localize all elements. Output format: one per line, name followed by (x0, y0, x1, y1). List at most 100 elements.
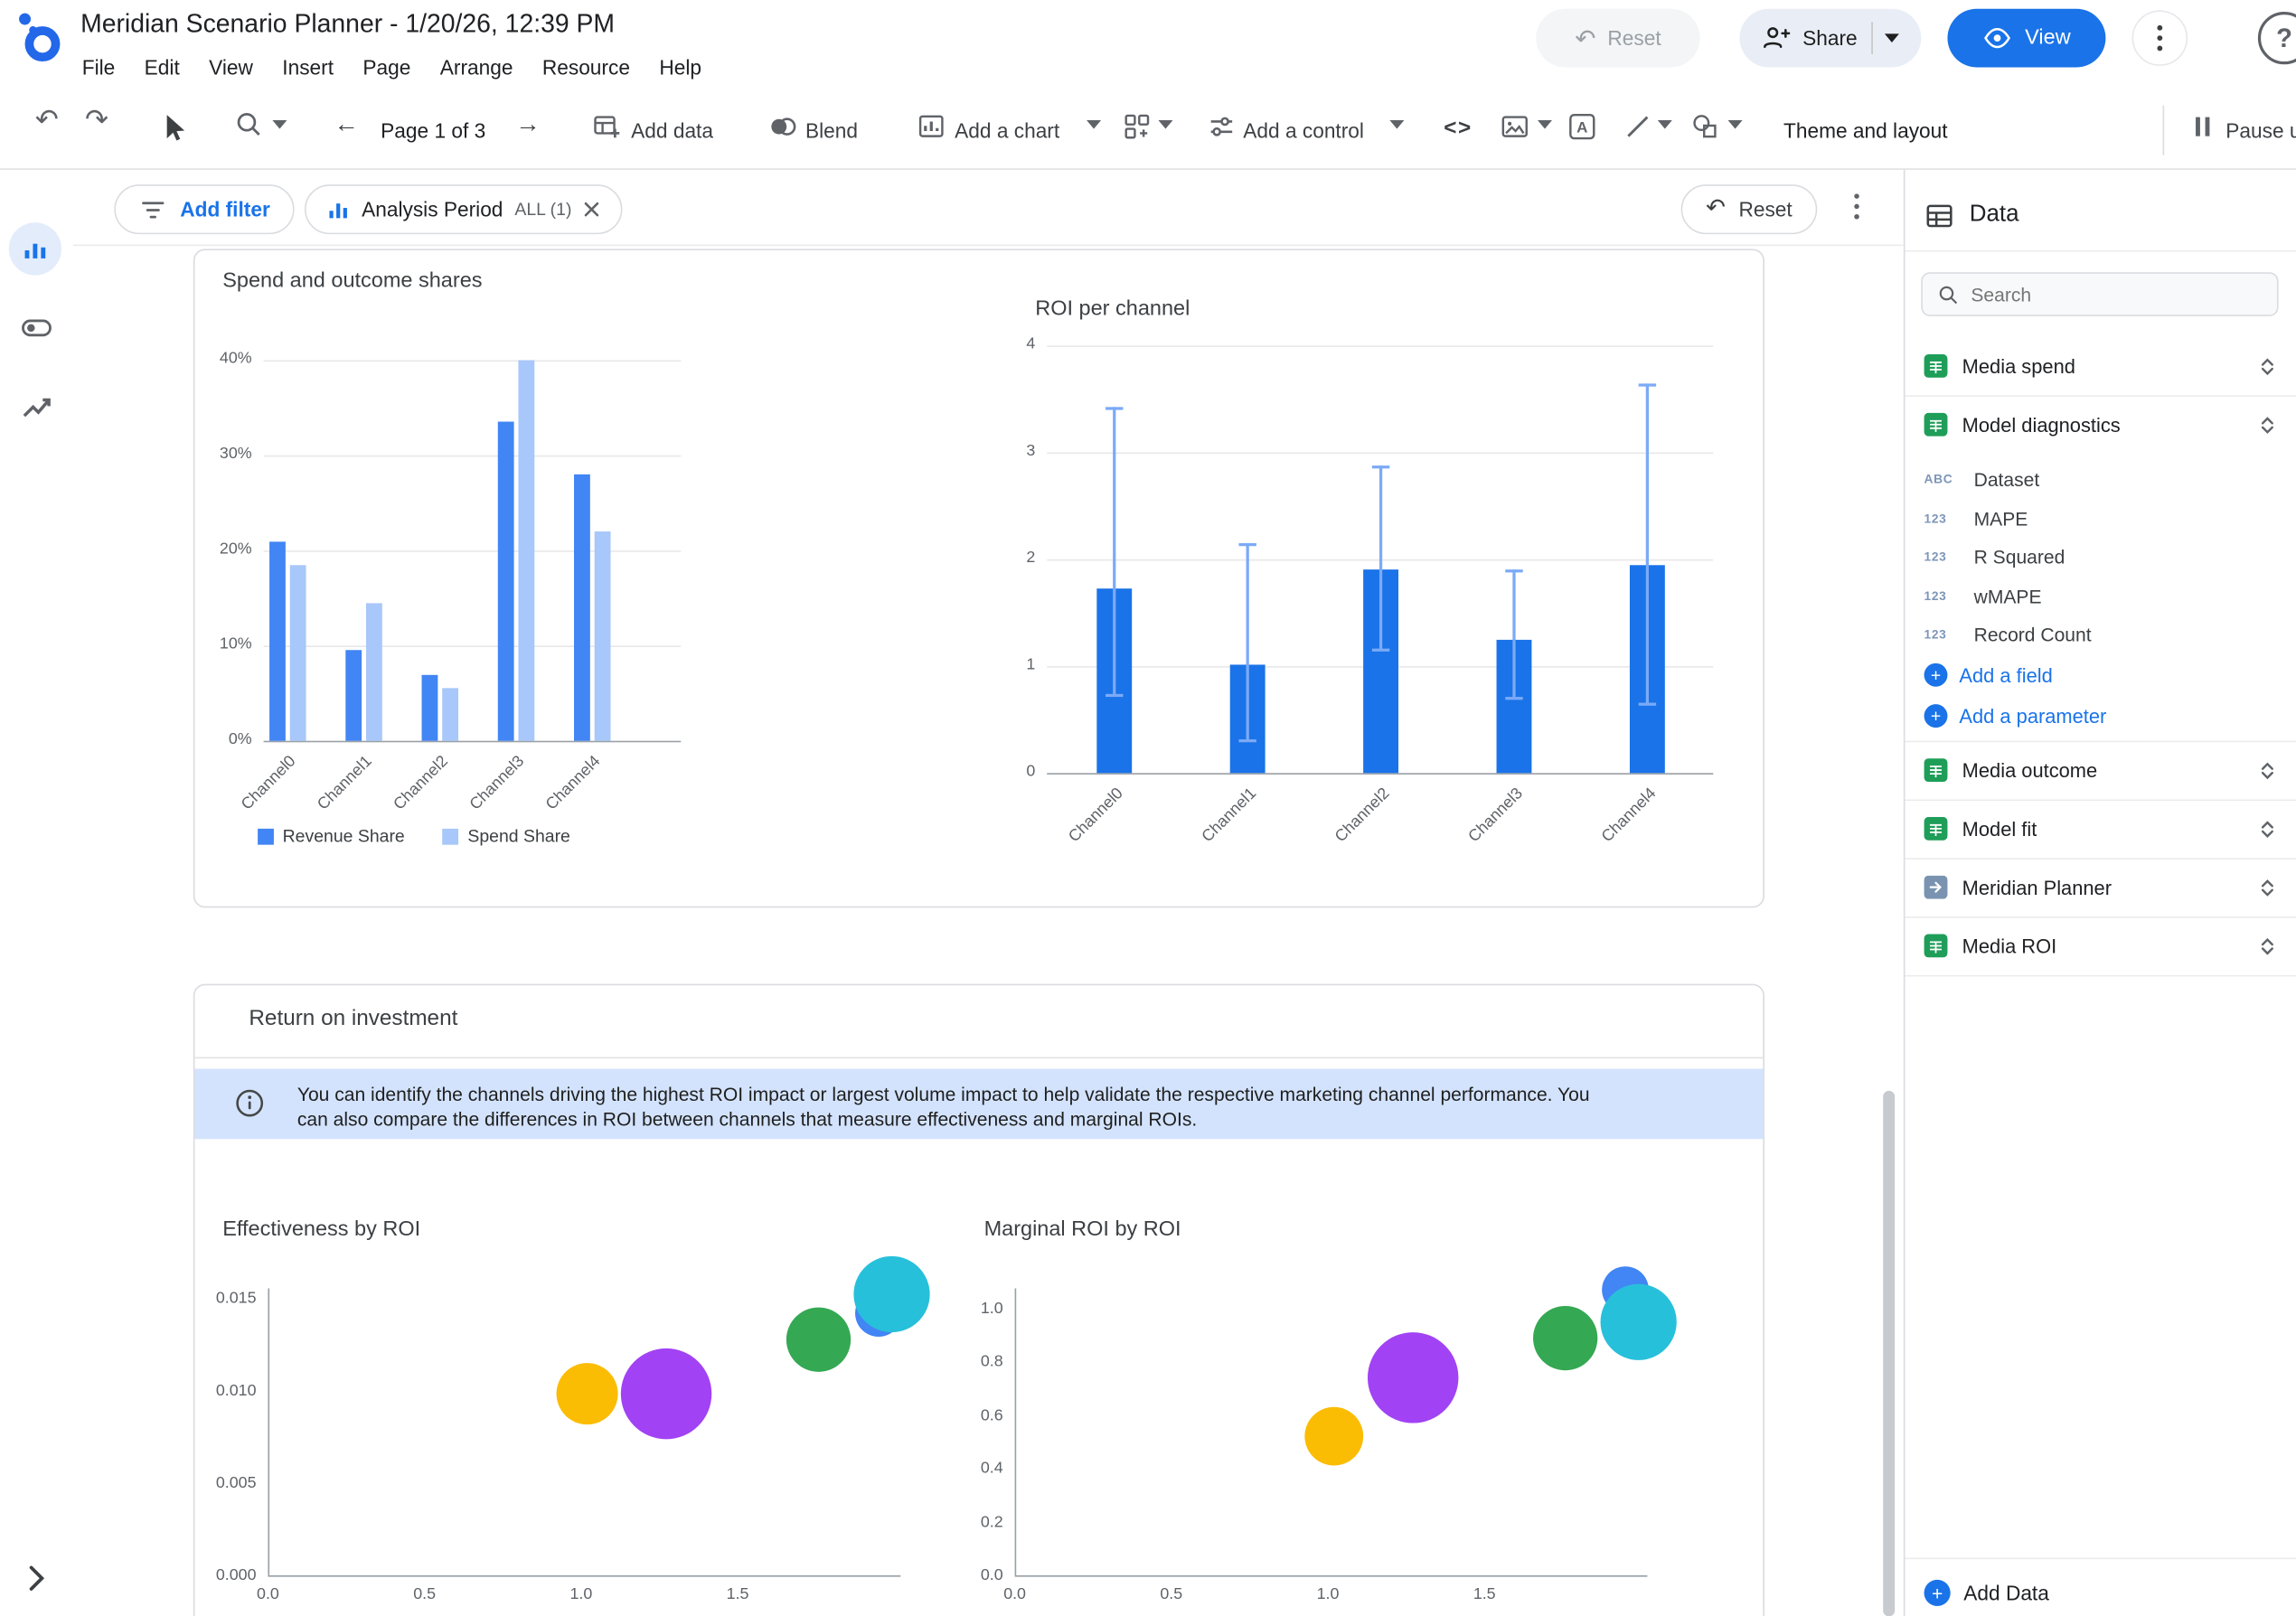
search-input[interactable] (1971, 283, 2235, 305)
share-caret-icon[interactable] (1885, 33, 1900, 42)
prev-page-button[interactable]: ← (334, 109, 359, 138)
add-chart-caret-icon[interactable] (1086, 119, 1102, 129)
zoom-caret-icon[interactable] (272, 119, 287, 129)
chart-card-spend-roi[interactable] (193, 249, 1764, 908)
text-tool-icon[interactable]: A (1567, 111, 1597, 142)
menu-arrange[interactable]: Arrange (439, 55, 513, 80)
data-source-media-roi[interactable]: Media ROI (1904, 923, 2296, 970)
data-source-media-spend[interactable]: Media spend (1904, 343, 2296, 390)
share-button[interactable]: Share (1739, 8, 1922, 68)
community-viz-icon[interactable] (1122, 111, 1153, 142)
bar-revenue-share-Channel4[interactable] (573, 474, 590, 741)
data-source-meridian-planner[interactable]: Meridian Planner (1904, 864, 2296, 911)
zoom-tool[interactable] (234, 109, 263, 138)
menu-insert[interactable]: Insert (282, 55, 334, 80)
field-mape[interactable]: 123 MAPE (1924, 507, 2028, 530)
report-title[interactable]: Meridian Scenario Planner - 1/20/26, 12:… (80, 8, 616, 39)
field-r-squared[interactable]: 123 R Squared (1924, 545, 2065, 568)
pause-updates-icon[interactable] (2188, 111, 2218, 142)
bubble-1[interactable] (1367, 1332, 1458, 1423)
help-button[interactable]: ? (2257, 11, 2296, 65)
close-icon[interactable] (583, 201, 600, 218)
menu-page[interactable]: Page (362, 55, 411, 80)
menu-help[interactable]: Help (659, 55, 701, 80)
chart-title-effectiveness: Effectiveness by ROI (222, 1217, 421, 1242)
redo-button[interactable]: ↷ (84, 105, 108, 136)
menu-resource[interactable]: Resource (541, 55, 630, 80)
bubble-2[interactable] (1533, 1305, 1598, 1370)
rail-expand-button[interactable] (19, 1561, 54, 1596)
shape-tool-icon[interactable] (1689, 111, 1720, 142)
unfold-icon[interactable] (2256, 759, 2278, 781)
legend-label-spend-share: Spend Share (467, 825, 570, 847)
shape-caret-icon[interactable] (1727, 119, 1743, 129)
add-data-icon[interactable] (591, 111, 622, 142)
field-wmape[interactable]: 123 wMAPE (1924, 585, 2042, 607)
unfold-icon[interactable] (2256, 414, 2278, 436)
add-data-bottom-button[interactable]: + Add Data (1904, 1570, 2296, 1616)
add-data-button[interactable]: Add data (631, 118, 713, 143)
bubble-0[interactable] (1304, 1407, 1364, 1466)
image-caret-icon[interactable] (1537, 119, 1553, 129)
add-chart-icon[interactable] (917, 111, 947, 142)
add-filter-label: Add filter (180, 197, 270, 221)
bar-spend-share-Channel0[interactable] (288, 564, 306, 741)
bubble-1[interactable] (620, 1348, 711, 1441)
bar-spend-share-Channel4[interactable] (593, 531, 610, 741)
add-a-parameter-button[interactable]: + Add a parameter (1904, 697, 2296, 735)
data-source-media-outcome[interactable]: Media outcome (1904, 747, 2296, 794)
unfold-icon[interactable] (2256, 818, 2278, 840)
search-box[interactable] (1921, 272, 2279, 316)
rail-report-button[interactable] (8, 222, 62, 276)
rail-trends-button[interactable] (19, 390, 54, 425)
bar-revenue-share-Channel1[interactable] (344, 650, 362, 741)
reset-button-filter[interactable]: ↶ Reset (1680, 184, 1818, 235)
add-chart-button[interactable]: Add a chart (955, 118, 1060, 143)
bar-spend-share-Channel2[interactable] (441, 688, 458, 741)
add-control-caret-icon[interactable] (1389, 119, 1405, 129)
filter-bar-kebab-icon[interactable] (1854, 193, 1859, 220)
field-record-count[interactable]: 123 Record Count (1924, 623, 2092, 645)
bubble-0[interactable] (556, 1363, 618, 1425)
theme-layout-button[interactable]: Theme and layout (1783, 118, 1948, 143)
reset-button-header[interactable]: ↶ Reset (1536, 8, 1700, 68)
bubble-2[interactable] (786, 1307, 852, 1372)
page-indicator[interactable]: Page 1 of 3 (381, 118, 486, 143)
bubble-4[interactable] (1599, 1283, 1677, 1360)
bar-revenue-share-Channel0[interactable] (268, 540, 286, 741)
blend-button[interactable]: Blend (805, 118, 858, 143)
rail-controls-button[interactable] (19, 310, 54, 345)
menu-file[interactable]: File (81, 55, 116, 80)
menu-view[interactable]: View (209, 55, 253, 80)
data-source-model-diagnostics[interactable]: Model diagnostics (1904, 401, 2296, 448)
pause-updates-button[interactable]: Pause u (2225, 118, 2296, 143)
bar-revenue-share-Channel2[interactable] (420, 673, 438, 741)
community-viz-caret-icon[interactable] (1158, 119, 1173, 129)
bar-revenue-share-Channel3[interactable] (496, 421, 513, 741)
view-button[interactable]: View (1947, 8, 2106, 68)
add-control-button[interactable]: Add a control (1243, 118, 1364, 143)
more-options-button[interactable] (2131, 10, 2188, 66)
line-caret-icon[interactable] (1657, 119, 1672, 129)
unfold-icon[interactable] (2256, 355, 2278, 377)
filter-chip-analysis-period[interactable]: Analysis Period ALL (1) (304, 184, 624, 235)
blend-icon[interactable] (767, 111, 798, 142)
add-filter-button[interactable]: Add filter (114, 184, 296, 235)
line-tool-icon[interactable] (1623, 111, 1653, 142)
image-tool-icon[interactable] (1500, 111, 1530, 142)
bubble-4[interactable] (852, 1256, 929, 1333)
select-cursor-tool[interactable] (158, 111, 191, 144)
data-source-model-fit[interactable]: Model fit (1904, 805, 2296, 852)
embed-code-button[interactable]: <> (1444, 115, 1473, 141)
undo-button[interactable]: ↶ (34, 105, 59, 136)
unfold-icon[interactable] (2256, 935, 2278, 956)
canvas-scrollbar-thumb[interactable] (1883, 1090, 1896, 1616)
menu-edit[interactable]: Edit (144, 55, 180, 80)
unfold-icon[interactable] (2256, 877, 2278, 898)
bar-spend-share-Channel1[interactable] (365, 602, 381, 741)
add-control-icon[interactable] (1207, 111, 1237, 142)
bar-spend-share-Channel3[interactable] (517, 360, 534, 741)
next-page-button[interactable]: → (515, 109, 541, 138)
field-dataset[interactable]: ABC Dataset (1924, 467, 2040, 490)
add-a-field-button[interactable]: + Add a field (1904, 656, 2296, 694)
